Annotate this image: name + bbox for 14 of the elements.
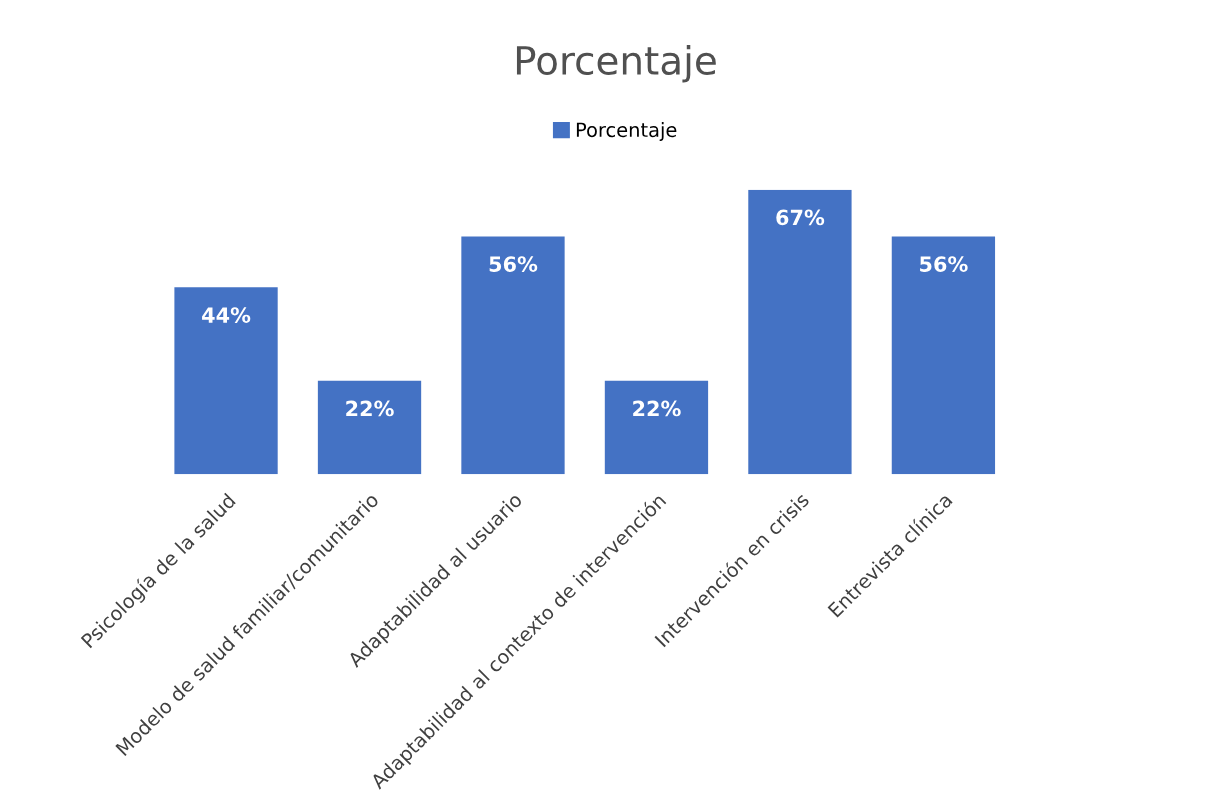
data-label: 44% (202, 307, 251, 323)
legend-label: Porcentaje (576, 122, 677, 141)
data-label: 22% (633, 400, 681, 417)
bar (604, 380, 709, 475)
bar (891, 236, 996, 475)
bar (174, 287, 278, 475)
data-label: 56% (920, 256, 968, 272)
data-label: 67% (776, 209, 825, 226)
bar (748, 189, 852, 475)
data-label: 56% (489, 256, 538, 272)
bar (461, 236, 565, 475)
data-label: 22% (346, 400, 394, 417)
chart-title: Porcentaje (516, 44, 716, 83)
bar (317, 380, 422, 475)
